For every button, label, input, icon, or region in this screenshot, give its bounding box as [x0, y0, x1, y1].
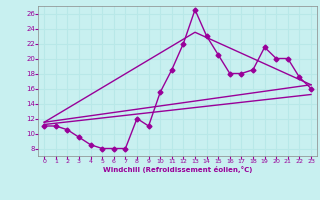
- X-axis label: Windchill (Refroidissement éolien,°C): Windchill (Refroidissement éolien,°C): [103, 166, 252, 173]
